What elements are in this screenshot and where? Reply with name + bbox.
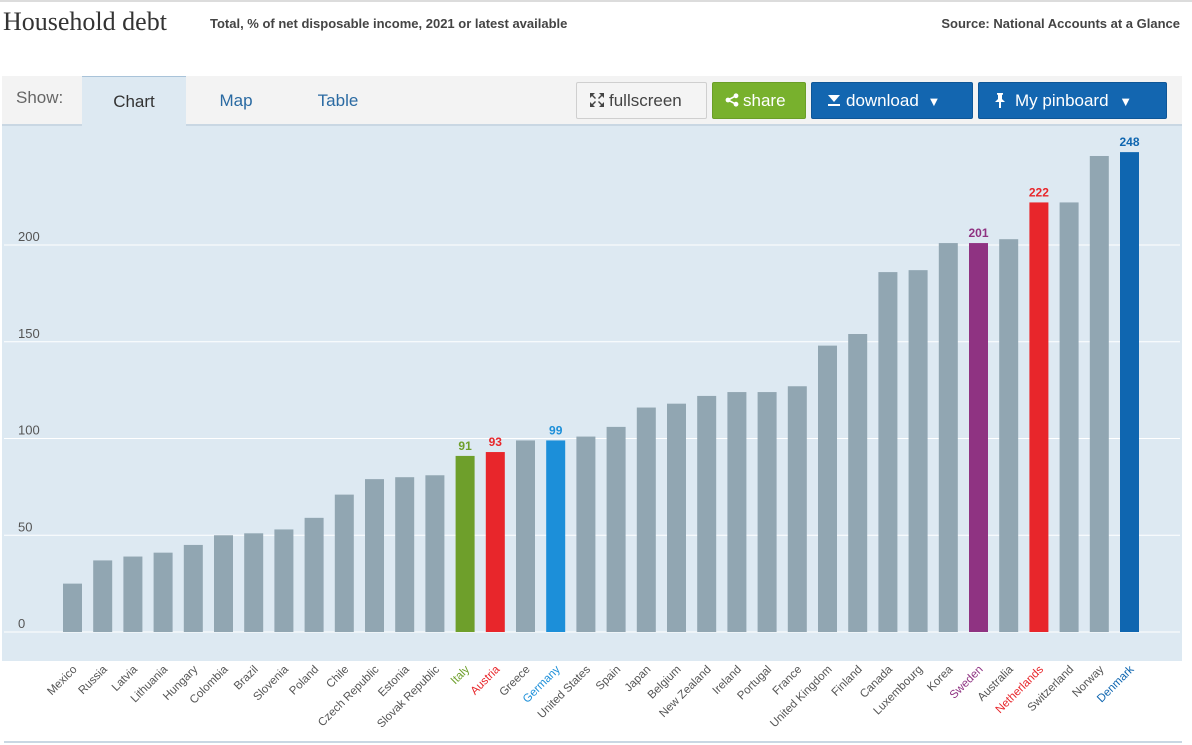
x-tick-label-spain: Spain bbox=[594, 664, 623, 693]
x-tick-label-poland: Poland bbox=[287, 664, 321, 698]
source-note: Source: National Accounts at a Glance bbox=[941, 16, 1180, 31]
x-tick-label-slovak-republic: Slovak Republic bbox=[375, 663, 442, 730]
x-tick-label-netherlands: Netherlands bbox=[994, 663, 1047, 716]
x-tick-label-new-zealand: New Zealand bbox=[657, 664, 713, 720]
x-tick-label-lithuania: Lithuania bbox=[129, 663, 171, 705]
bottom-divider bbox=[4, 741, 1182, 743]
expand-icon bbox=[589, 83, 605, 118]
page-subtitle: Total, % of net disposable income, 2021 … bbox=[210, 16, 568, 31]
share-button[interactable]: share bbox=[712, 82, 806, 119]
pin-icon bbox=[993, 83, 1007, 118]
x-tick-label-mexico: Mexico bbox=[45, 664, 79, 698]
fullscreen-button[interactable]: fullscreen bbox=[576, 82, 707, 119]
dropdown-arrow-icon: ▼ bbox=[927, 94, 941, 109]
x-tick-label-united-states: United States bbox=[536, 663, 593, 720]
share-label: share bbox=[743, 91, 786, 110]
tab-chart[interactable]: Chart bbox=[82, 76, 186, 126]
x-tick-label-italy: Italy bbox=[449, 663, 473, 687]
x-tick-label-greece: Greece bbox=[497, 664, 532, 699]
top-divider bbox=[0, 0, 1192, 2]
x-tick-label-austria: Austria bbox=[469, 663, 503, 697]
toolbar: Show: Chart Map Table fullscreen share d… bbox=[2, 76, 1182, 126]
fullscreen-label: fullscreen bbox=[609, 91, 682, 110]
x-tick-label-estonia: Estonia bbox=[376, 663, 412, 699]
x-tick-label-hungary: Hungary bbox=[161, 663, 200, 702]
chart-area bbox=[2, 126, 1182, 661]
x-tick-label-slovenia: Slovenia bbox=[251, 663, 291, 703]
x-tick-label-portugal: Portugal bbox=[735, 664, 774, 703]
x-tick-label-russia: Russia bbox=[76, 663, 110, 697]
x-tick-label-japan: Japan bbox=[623, 664, 654, 695]
x-tick-label-belgium: Belgium bbox=[646, 664, 684, 702]
dropdown-arrow-icon: ▼ bbox=[1119, 94, 1133, 109]
x-tick-label-chile: Chile bbox=[324, 664, 351, 691]
x-tick-label-czech-republic: Czech Republic bbox=[316, 663, 382, 729]
x-tick-label-korea: Korea bbox=[925, 663, 956, 694]
x-tick-label-switzerland: Switzerland bbox=[1026, 664, 1077, 715]
x-tick-label-australia: Australia bbox=[976, 663, 1017, 704]
tab-table[interactable]: Table bbox=[317, 91, 359, 110]
x-tick-label-sweden: Sweden bbox=[948, 664, 986, 702]
x-tick-label-canada: Canada bbox=[858, 663, 895, 700]
x-tick-label-norway: Norway bbox=[1070, 663, 1106, 699]
x-tick-label-france: France bbox=[771, 664, 805, 698]
x-tick-label-united-kingdom: United Kingdom bbox=[768, 664, 834, 730]
x-tick-label-luxembourg: Luxembourg bbox=[872, 664, 926, 718]
share-icon bbox=[725, 83, 739, 118]
x-tick-label-finland: Finland bbox=[830, 664, 865, 699]
pinboard-button[interactable]: My pinboard ▼ bbox=[978, 82, 1167, 119]
page-title: Household debt bbox=[3, 7, 167, 36]
x-tick-label-germany: Germany bbox=[521, 663, 563, 705]
x-tick-label-colombia: Colombia bbox=[188, 663, 231, 706]
x-tick-label-latvia: Latvia bbox=[110, 663, 141, 694]
download-label: download bbox=[846, 91, 919, 110]
x-tick-label-denmark: Denmark bbox=[1095, 663, 1137, 705]
x-tick-label-brazil: Brazil bbox=[232, 664, 261, 693]
download-button[interactable]: download ▼ bbox=[811, 82, 973, 119]
show-label: Show: bbox=[16, 88, 64, 107]
x-tick-label-ireland: Ireland bbox=[711, 664, 744, 697]
pinboard-label: My pinboard bbox=[1015, 91, 1109, 110]
download-icon bbox=[826, 83, 842, 118]
tab-map[interactable]: Map bbox=[219, 91, 253, 110]
